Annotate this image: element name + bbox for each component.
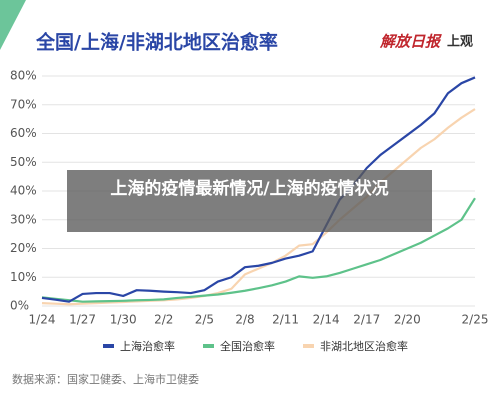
legend-label: 上海治愈率 <box>120 339 175 353</box>
overlay-banner: 上海的疫情最新情况/上海的疫情状况 <box>67 170 432 232</box>
y-tick-label: 70% <box>10 97 37 111</box>
x-tick-label: 2/8 <box>235 313 254 327</box>
x-tick-label: 2/11 <box>272 313 299 327</box>
x-tick-label: 2/20 <box>394 313 421 327</box>
corner-decoration <box>0 0 26 50</box>
source: 数据来源：国家卫健委、上海市卫健委 <box>12 372 199 386</box>
y-tick-label: 60% <box>10 126 37 140</box>
y-tick-label: 30% <box>10 212 37 226</box>
x-tick-label: 2/25 <box>462 313 489 327</box>
y-tick-label: 10% <box>10 270 37 284</box>
line <box>41 108 476 306</box>
logo: 解放日报 <box>379 33 442 51</box>
y-tick-label: 0% <box>10 299 29 313</box>
y-tick-label: 80% <box>10 69 37 83</box>
x-tick-label: 1/27 <box>69 313 96 327</box>
x-tick-label: 2/5 <box>195 313 214 327</box>
x-tick-label: 1/24 <box>29 313 56 327</box>
chart-title: 全国/上海/非湖北地区治愈率 <box>35 31 278 54</box>
y-tick-label: 20% <box>10 241 37 255</box>
line <box>41 197 476 303</box>
legend-label: 全国治愈率 <box>220 339 275 353</box>
legend-label: 非湖北地区治愈率 <box>320 339 408 353</box>
line <box>41 76 476 303</box>
x-tick-label: 2/2 <box>154 313 173 327</box>
logo: 上观 <box>447 35 473 50</box>
x-tick-label: 2/17 <box>353 313 380 327</box>
x-tick-label: 2/14 <box>313 313 340 327</box>
x-tick-label: 1/30 <box>110 313 137 327</box>
y-tick-label: 50% <box>10 155 37 169</box>
y-tick-label: 40% <box>10 184 37 198</box>
